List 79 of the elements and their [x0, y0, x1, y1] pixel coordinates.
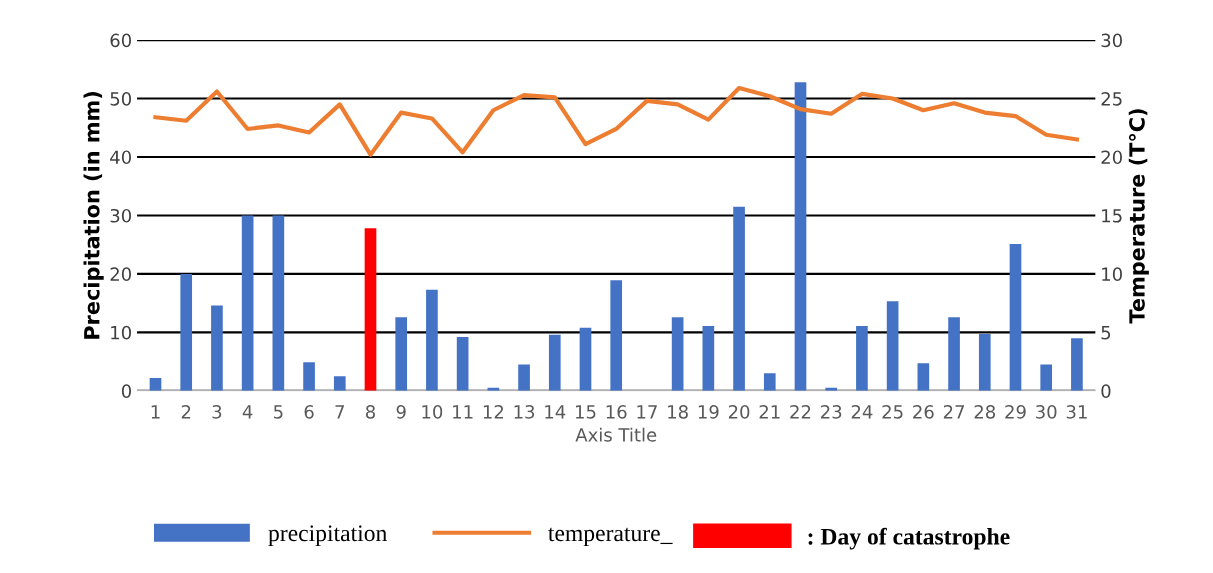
y-axis-title: Precipitation (in mm): [83, 92, 104, 339]
x-tick-label: 4: [242, 405, 253, 419]
bar: [856, 325, 868, 391]
bar: [241, 215, 254, 391]
bar: [733, 206, 745, 391]
x-tick-label: 29: [1005, 404, 1026, 419]
x-tick-label: 15: [575, 405, 596, 419]
x-tick-label: 31: [1066, 404, 1087, 419]
x-tick-label: 6: [304, 404, 314, 419]
y2-axis-title: Temperature (T°C): [1128, 109, 1149, 324]
y-tick-label: 30: [110, 208, 132, 223]
x-tick-label: 14: [545, 405, 566, 419]
x-tick-label: 24: [851, 404, 873, 419]
bar: [1009, 244, 1022, 391]
x-tick-label: 20: [728, 404, 750, 419]
bar: [303, 362, 315, 391]
bar: [548, 334, 561, 391]
x-tick-label: 27: [943, 404, 964, 419]
bar: [364, 228, 377, 391]
legend-label: precipitation: [268, 525, 387, 547]
bar: [978, 334, 991, 391]
y-tick-label: 50: [110, 92, 132, 106]
y-tick-label: 40: [110, 150, 132, 165]
bar: [518, 364, 530, 391]
y-tick-label: 0: [121, 384, 132, 398]
x-tick-label: 23: [821, 404, 842, 419]
x-tick-label: 11: [453, 405, 473, 419]
bar: [426, 289, 438, 391]
x-tick-label: 22: [790, 404, 811, 419]
bar: [395, 317, 408, 391]
y-tick-label: 20: [110, 267, 132, 282]
bar: [1071, 338, 1083, 391]
bar: [948, 317, 960, 391]
x-tick-label: 28: [974, 404, 996, 419]
bar: [763, 373, 776, 391]
x-tick-label: 17: [637, 405, 657, 419]
x-tick-label: 30: [1036, 404, 1057, 419]
bar: [333, 376, 346, 391]
x-tick-label: 21: [759, 404, 780, 419]
x-tick-label: 8: [365, 404, 375, 419]
x-tick-label: 26: [913, 404, 934, 419]
y2-tick-label: 30: [1101, 33, 1122, 48]
y2-tick-label: 5: [1101, 326, 1111, 340]
text: : Day of catastrophe: [808, 527, 1010, 550]
y2-tick-label: 20: [1101, 150, 1122, 165]
bar: [610, 280, 623, 391]
x-axis-title: Axis Title: [575, 427, 657, 442]
bar: [456, 337, 469, 391]
x-tick-label: 1: [151, 405, 160, 419]
x-tick-label: 18: [668, 404, 688, 419]
x-tick-label: 9: [396, 404, 406, 419]
x-tick-label: 5: [274, 405, 283, 419]
x-tick-label: 10: [422, 404, 443, 419]
x-tick-label: 7: [335, 405, 344, 419]
x-tick-label: 19: [698, 404, 719, 419]
y2-tick-label: 15: [1102, 209, 1122, 223]
bar: [794, 82, 807, 391]
bar: [671, 317, 684, 391]
y2-tick-label: 25: [1101, 92, 1122, 106]
y2-tick-label: 10: [1102, 267, 1122, 282]
y-tick-label: 60: [110, 33, 132, 48]
bar: [579, 327, 592, 391]
bar: [180, 273, 193, 391]
line-series: [153, 85, 1079, 157]
x-tick-label: 25: [882, 404, 903, 419]
bar: [1040, 364, 1053, 391]
y-tick-label: 10: [111, 325, 132, 340]
x-tick-label: 3: [212, 404, 222, 419]
bar: [211, 305, 223, 391]
x-tick-label: 2: [181, 404, 191, 419]
legend-label: temperature_: [548, 527, 673, 547]
bar: [272, 215, 285, 391]
bar: [917, 363, 930, 391]
bar: [886, 301, 899, 391]
x-tick-label: 13: [514, 404, 535, 419]
y2-tick-label: 0: [1101, 384, 1111, 398]
x-tick-label: 16: [606, 404, 627, 419]
x-tick-label: 12: [483, 404, 504, 419]
bar: [702, 325, 715, 391]
